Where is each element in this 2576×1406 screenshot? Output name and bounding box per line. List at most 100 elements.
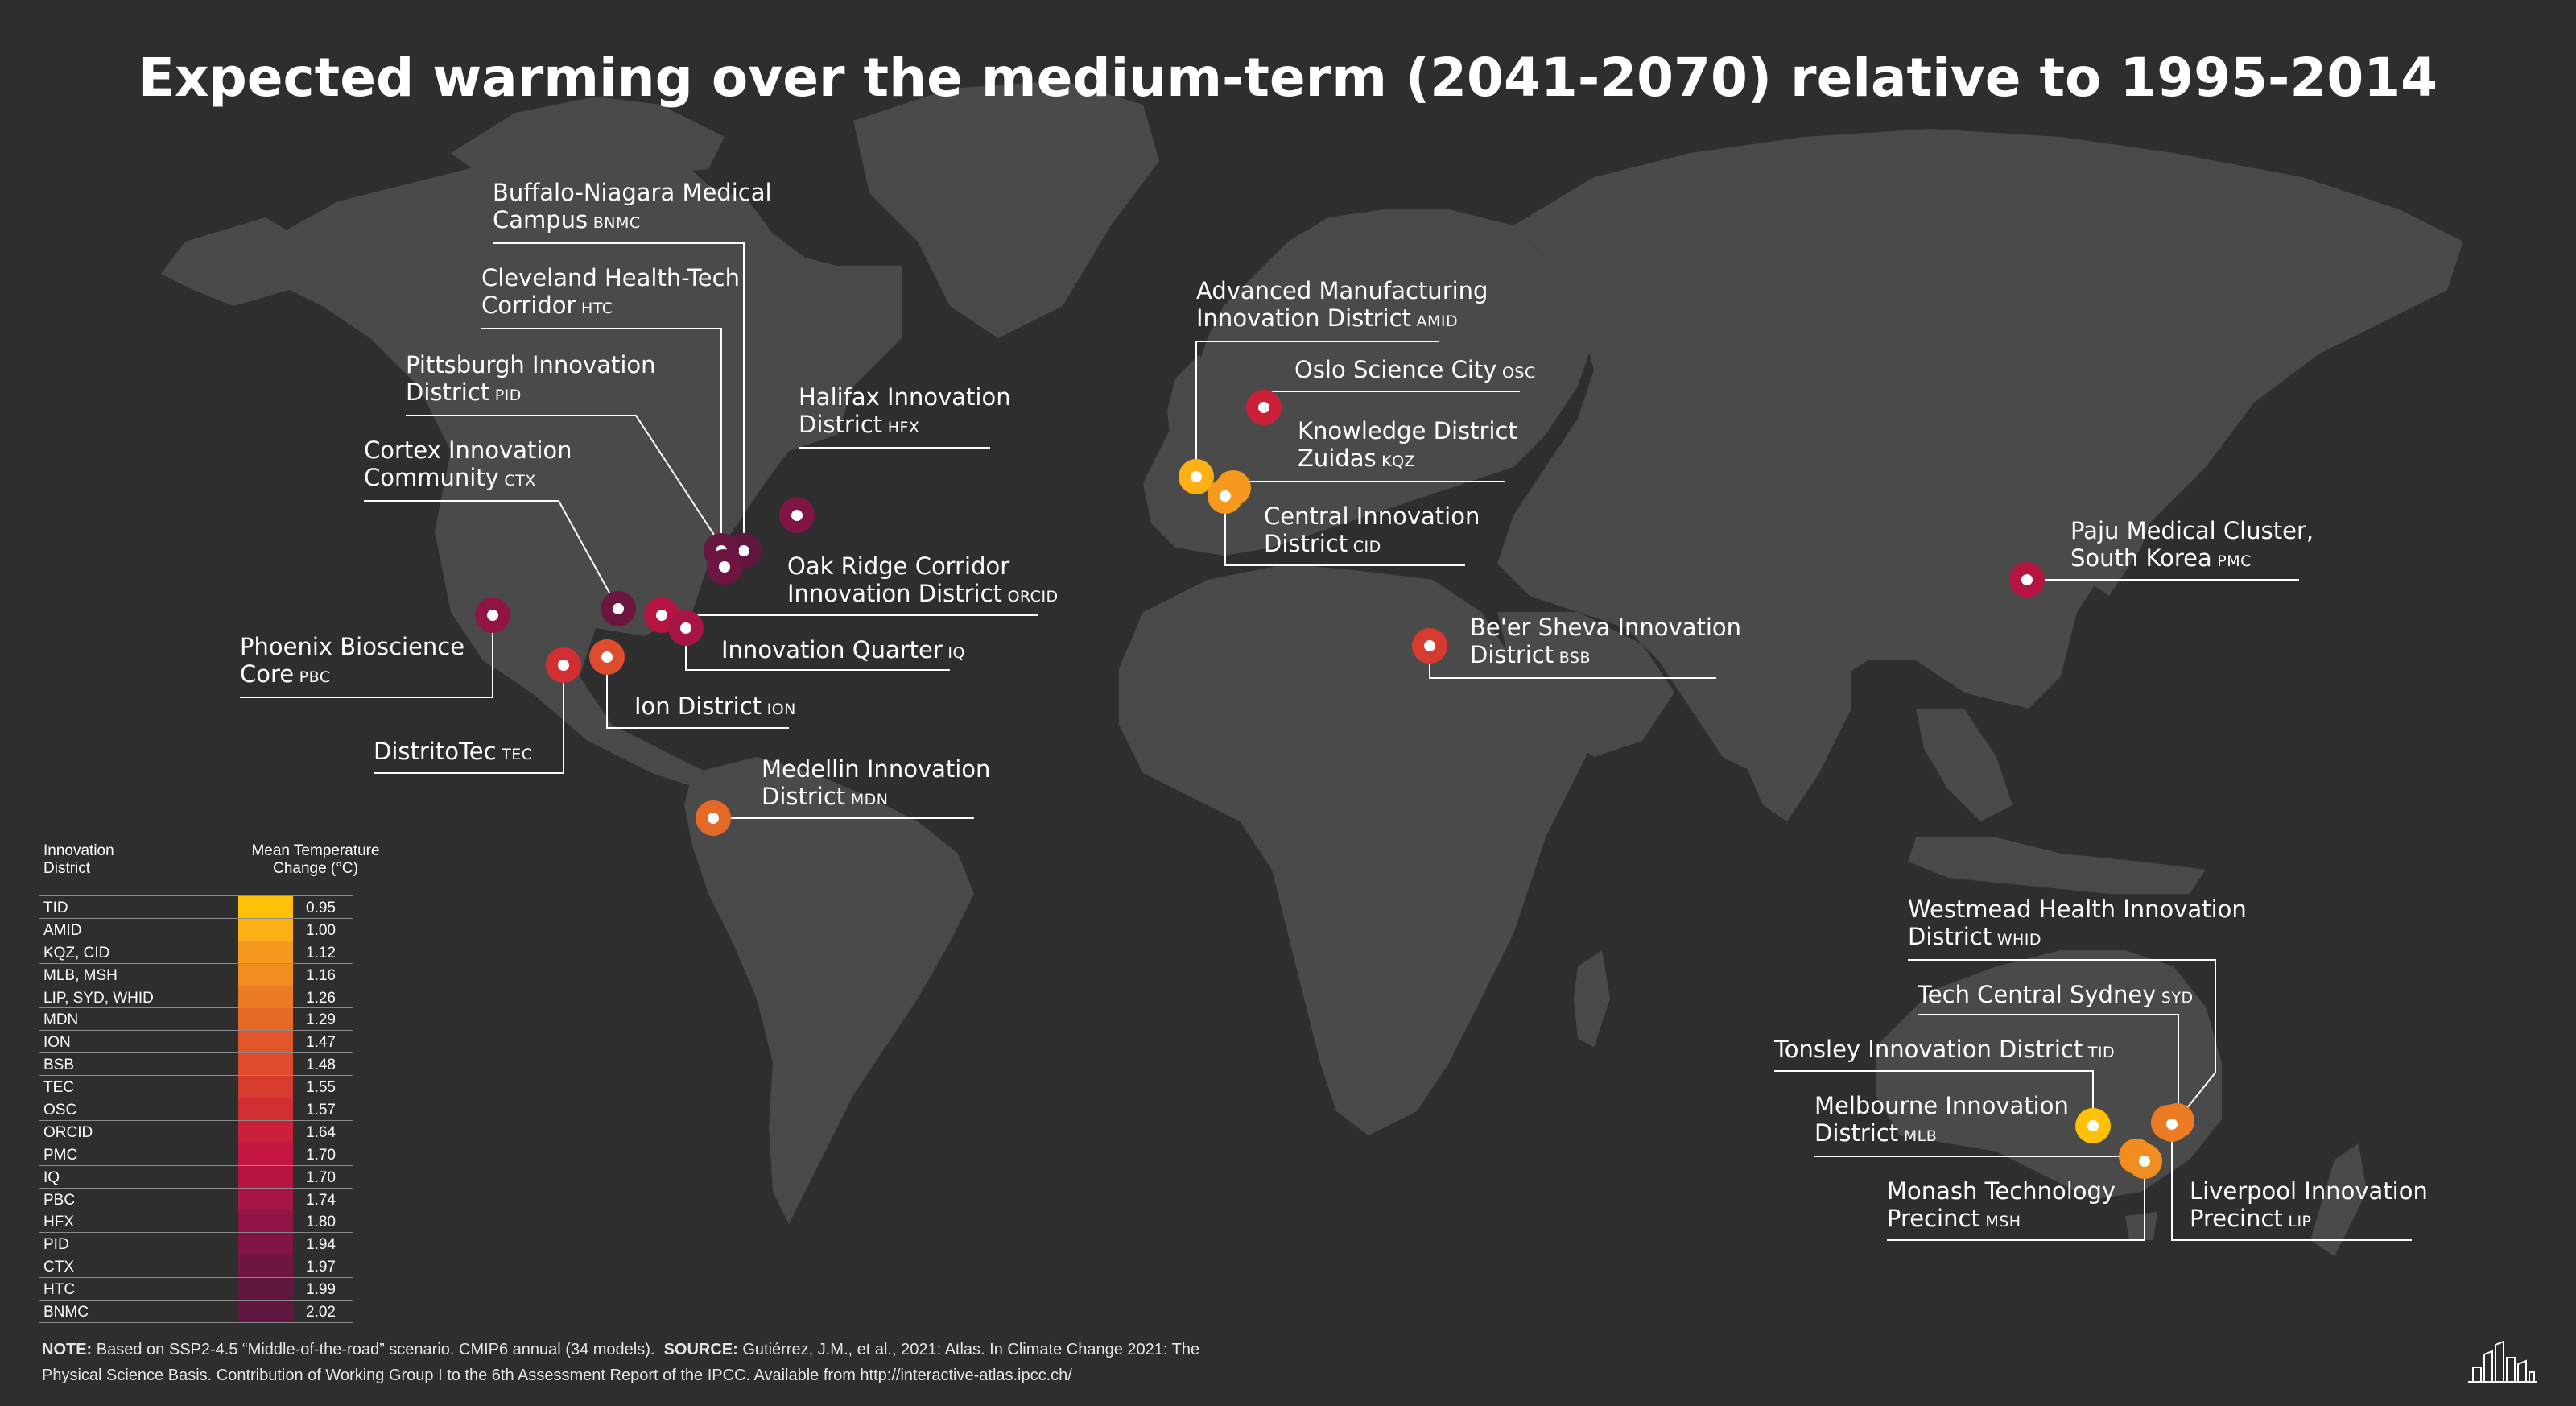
- district-label-htc[interactable]: Cleveland Health-Tech Corridor HTC: [481, 264, 740, 322]
- marker-pbc[interactable]: [475, 598, 510, 633]
- district-name-text: Westmead Health Innovation: [1908, 895, 2247, 923]
- legend-row-swatch: [238, 1053, 293, 1076]
- district-name-text: Halifax Innovation: [799, 383, 1011, 411]
- district-name-line1: Cortex Innovation: [364, 436, 572, 464]
- district-name-text: District: [762, 783, 846, 810]
- marker-dot-pbc: [487, 610, 498, 621]
- district-label-mdn[interactable]: Medellin Innovation District MDN: [762, 755, 990, 813]
- district-name-line1: Central Innovation: [1264, 502, 1480, 530]
- district-name-text: Liverpool Innovation: [2190, 1177, 2428, 1205]
- district-label-tid[interactable]: Tonsley Innovation District TID: [1774, 1036, 2115, 1066]
- legend-row-district: KQZ, CID: [43, 944, 110, 961]
- district-abbreviation: CID: [1348, 538, 1381, 556]
- note-label: NOTE:: [42, 1341, 93, 1358]
- district-name-line2: Precinct MSH: [1887, 1205, 2116, 1235]
- district-abbreviation: PID: [489, 387, 522, 404]
- district-label-mlb[interactable]: Melbourne Innovation District MLB: [1814, 1092, 2069, 1150]
- district-label-pmc[interactable]: Paju Medical Cluster, South Korea PMC: [2070, 517, 2314, 575]
- legend-row: HFX 1.80: [39, 1210, 353, 1234]
- legend-row-district: MLB, MSH: [43, 966, 118, 984]
- district-name-text: Buffalo-Niagara Medical: [493, 179, 772, 206]
- leader-line-lip: [2171, 1124, 2412, 1241]
- marker-dot-tec: [558, 660, 569, 671]
- marker-ctx[interactable]: [601, 591, 636, 626]
- land-arabia: [1497, 612, 1674, 757]
- district-name-line1: DistritoTec TEC: [374, 738, 532, 768]
- district-label-amid[interactable]: Advanced Manufacturing Innovation Distric…: [1196, 277, 1488, 335]
- land-greenland: [853, 81, 1159, 338]
- district-label-hfx[interactable]: Halifax Innovation District HFX: [799, 383, 1011, 441]
- district-abbreviation: SYD: [2156, 989, 2194, 1007]
- marker-bsb[interactable]: [1412, 628, 1447, 664]
- district-name-line2: Innovation District AMID: [1196, 304, 1488, 335]
- district-name-line2: Innovation District ORCID: [787, 580, 1059, 610]
- legend-row-value: 1.57: [306, 1102, 336, 1119]
- district-label-pbc[interactable]: Phoenix Bioscience Core PBC: [240, 633, 464, 691]
- marker-hfx[interactable]: [779, 498, 815, 533]
- district-label-tec[interactable]: DistritoTec TEC: [374, 738, 532, 768]
- marker-dot-osc: [1258, 402, 1269, 413]
- legend-row-swatch: [238, 896, 293, 918]
- legend-row-value: 2.02: [306, 1304, 336, 1321]
- legend-row-district: BNMC: [43, 1304, 89, 1321]
- legend-row-swatch: [238, 1143, 293, 1165]
- marker-mdn[interactable]: [696, 800, 731, 836]
- district-name-text: Campus: [493, 206, 588, 234]
- legend-row: PID 1.94: [39, 1233, 353, 1256]
- land-north-america: [266, 141, 902, 789]
- district-name-text: Tonsley Innovation District: [1774, 1036, 2083, 1063]
- marker-amid[interactable]: [1179, 459, 1214, 494]
- district-label-bnmc[interactable]: Buffalo-Niagara Medical Campus BNMC: [493, 179, 772, 237]
- district-markers: [475, 390, 2194, 1179]
- marker-lip[interactable]: [2154, 1106, 2190, 1142]
- legend-row: MLB, MSH 1.16: [39, 963, 353, 986]
- district-name-text: District: [1264, 530, 1348, 557]
- district-name-line2: District CID: [1264, 530, 1480, 560]
- legend-row-swatch: [238, 986, 293, 1008]
- marker-tid[interactable]: [2075, 1108, 2111, 1143]
- district-label-iq[interactable]: Innovation Quarter IQ: [721, 636, 965, 667]
- legend-row-value: 1.94: [306, 1236, 336, 1254]
- district-label-msh[interactable]: Monash Technology Precinct MSH: [1887, 1177, 2116, 1235]
- legend-row-swatch: [238, 963, 293, 986]
- marker-osc[interactable]: [1246, 390, 1282, 425]
- district-abbreviation: BNMC: [588, 214, 641, 232]
- district-label-pid[interactable]: Pittsburgh Innovation District PID: [406, 351, 656, 409]
- land-europe: [1143, 209, 1594, 556]
- note-text: Based on SSP2-4.5 “Middle-of-the-road” s…: [96, 1341, 655, 1358]
- district-label-syd[interactable]: Tech Central Sydney SYD: [1918, 981, 2194, 1011]
- legend-row-value: 1.80: [306, 1214, 336, 1231]
- legend-row-value: 1.70: [306, 1168, 336, 1186]
- marker-tec[interactable]: [546, 647, 581, 683]
- legend-row-swatch: [238, 1031, 293, 1053]
- district-name-line1: Knowledge District: [1298, 417, 1517, 445]
- district-label-orcid[interactable]: Oak Ridge Corridor Innovation District OR…: [787, 552, 1059, 610]
- district-abbreviation: PBC: [294, 668, 331, 686]
- marker-msh[interactable]: [2127, 1143, 2162, 1179]
- legend-row-district: MDN: [43, 1011, 79, 1029]
- district-label-ctx[interactable]: Cortex Innovation Community CTX: [364, 436, 572, 494]
- legend-row-swatch: [238, 1188, 293, 1210]
- marker-pmc[interactable]: [2009, 562, 2045, 598]
- marker-ion[interactable]: [589, 639, 625, 675]
- district-label-kqz[interactable]: Knowledge District Zuidas KQZ: [1298, 417, 1517, 475]
- district-abbreviation: ORCID: [1001, 588, 1059, 606]
- district-label-osc[interactable]: Oslo Science City OSC: [1294, 356, 1536, 387]
- marker-iq[interactable]: [668, 610, 704, 646]
- marker-pid[interactable]: [707, 549, 742, 585]
- district-label-whid[interactable]: Westmead Health Innovation District WHID: [1908, 895, 2247, 953]
- district-abbreviation: WHID: [1992, 931, 2042, 949]
- district-label-lip[interactable]: Liverpool Innovation Precinct LIP: [2190, 1177, 2428, 1235]
- district-label-ion[interactable]: Ion District ION: [634, 693, 796, 723]
- land-south-america: [684, 757, 974, 1224]
- district-abbreviation: LIP: [2282, 1213, 2312, 1230]
- district-label-cid[interactable]: Central Innovation District CID: [1264, 502, 1480, 560]
- district-name-line2: Campus BNMC: [493, 206, 772, 237]
- legend-row: ORCID 1.64: [39, 1120, 353, 1143]
- district-name-line1: Halifax Innovation: [799, 383, 1011, 411]
- district-label-bsb[interactable]: Be'er Sheva Innovation District BSB: [1470, 614, 1741, 672]
- district-name-line2: Zuidas KQZ: [1298, 445, 1517, 475]
- district-abbreviation: TEC: [496, 746, 533, 763]
- marker-cid[interactable]: [1208, 478, 1243, 514]
